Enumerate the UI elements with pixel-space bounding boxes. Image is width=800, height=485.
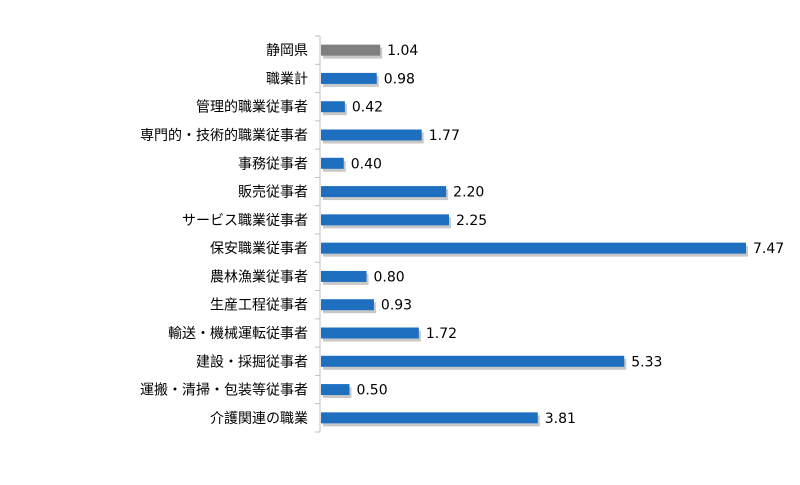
data-label: 7.47: [753, 241, 784, 257]
category-label: 職業計: [266, 71, 308, 87]
data-label: 0.80: [374, 269, 405, 285]
data-label: 2.20: [453, 185, 484, 201]
data-label: 0.93: [381, 298, 412, 314]
bar: [321, 270, 367, 282]
data-label: 1.77: [429, 128, 460, 144]
bar: [321, 72, 377, 84]
bar: [321, 186, 447, 198]
bar: [321, 101, 345, 113]
bar: [321, 355, 625, 367]
bar: [321, 384, 350, 396]
category-label: サービス職業従事者: [182, 213, 308, 229]
bar: [321, 242, 746, 254]
category-label: 農林漁業従事者: [210, 269, 308, 285]
category-label: 運搬・清掃・包装等従事者: [140, 382, 308, 399]
data-label: 1.72: [426, 326, 457, 342]
category-label: 販売従事者: [238, 185, 308, 201]
bars-layer: [321, 44, 748, 427]
bar: [321, 157, 344, 169]
data-label: 0.98: [384, 71, 415, 87]
data-label: 3.81: [545, 411, 576, 427]
bar: [321, 214, 450, 226]
data-label: 2.25: [456, 213, 487, 229]
category-label: 建設・採掘従事者: [196, 354, 308, 370]
category-label: 輸送・機械運転従事者: [168, 326, 308, 342]
data-label: 0.42: [352, 100, 383, 116]
bar: [321, 412, 538, 424]
category-label: 事務従事者: [238, 156, 308, 172]
bar: [321, 44, 381, 56]
data-label: 1.04: [387, 43, 418, 59]
bar: [321, 129, 422, 141]
category-label: 専門的・技術的職業従事者: [140, 128, 308, 144]
category-label: 介護関連の職業: [210, 411, 308, 427]
labels-layer: 静岡県 1.04 職業計 0.98 管理的職業従事者 0.42 専門的・技術的職業従事者 1.…: [140, 43, 784, 427]
data-label: 5.33: [631, 354, 662, 370]
bar: [321, 327, 419, 339]
category-label: 生産工程従事者: [210, 298, 308, 314]
data-label: 0.40: [351, 156, 382, 172]
category-label: 管理的職業従事者: [196, 100, 308, 116]
bar: [321, 299, 374, 311]
category-label: 保安職業従事者: [210, 241, 308, 257]
data-label: 0.50: [356, 383, 387, 399]
category-label: 静岡県: [266, 43, 308, 59]
axis-layer: [315, 35, 321, 433]
